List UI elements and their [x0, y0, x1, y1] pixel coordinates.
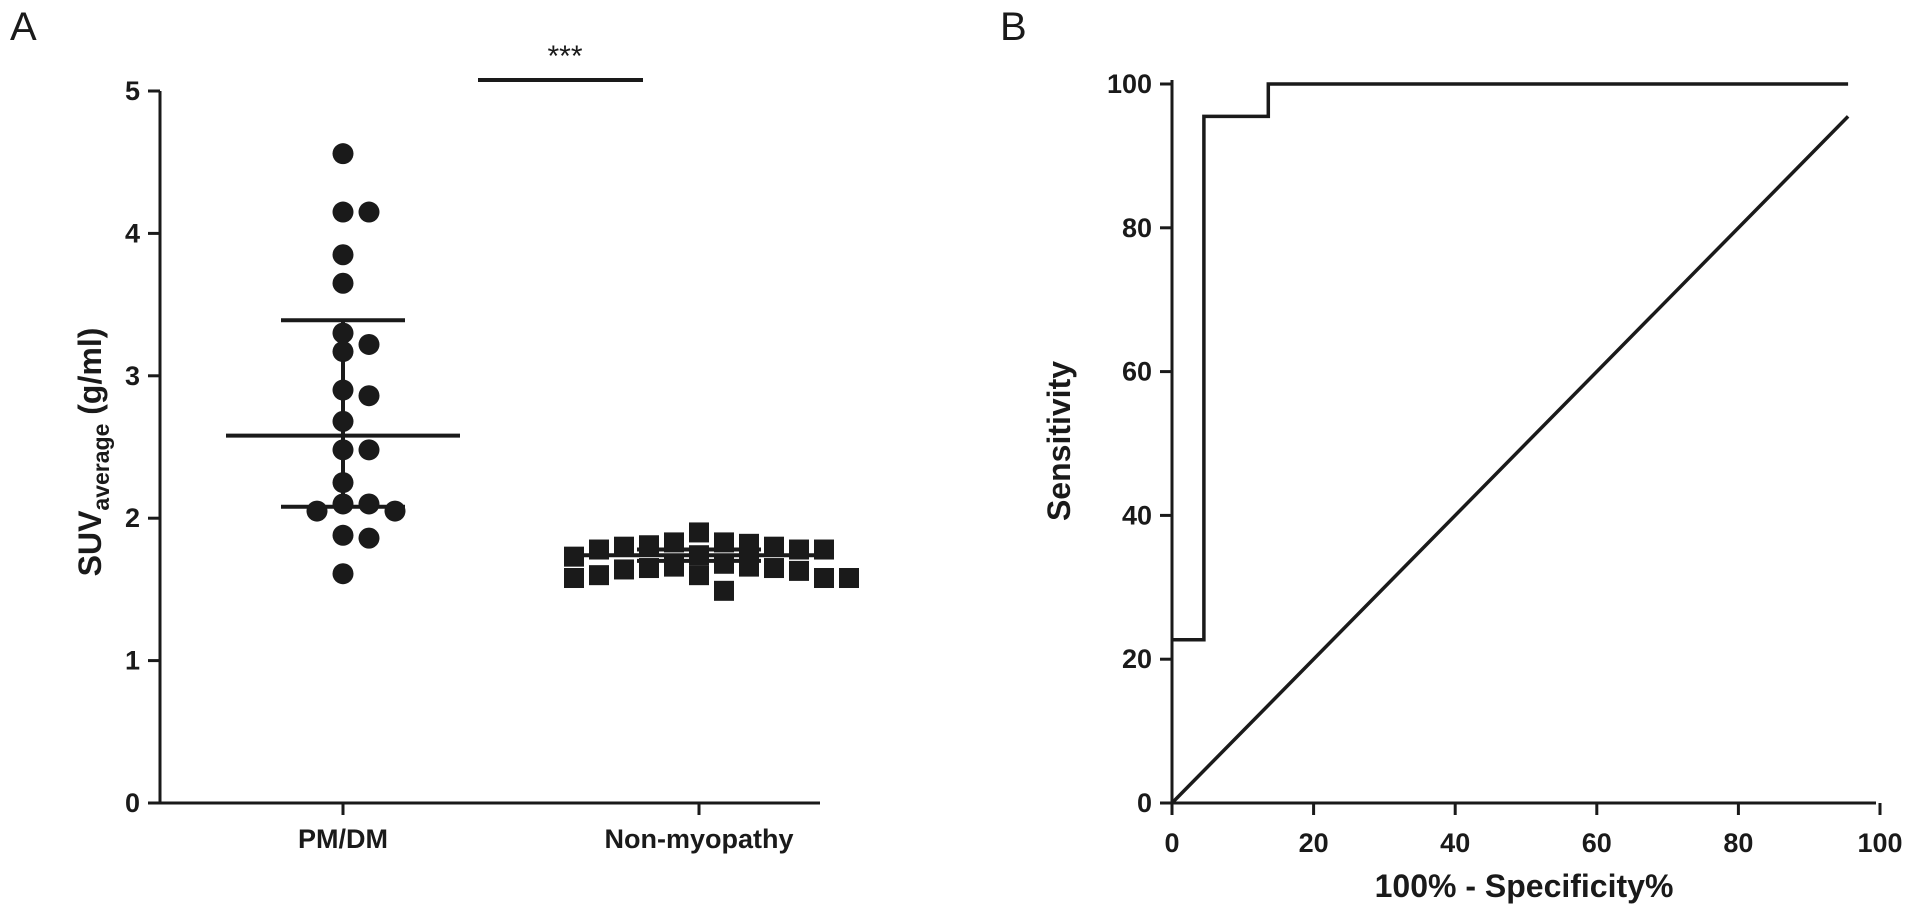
- non-myopathy-data-point: [639, 535, 659, 556]
- panel-b-curves: [1170, 82, 1850, 805]
- pm-dm-data-point: [332, 272, 354, 294]
- non-myopathy-data-point: [689, 545, 709, 566]
- non-myopathy-data-point: [589, 539, 609, 560]
- pm-dm-data-point: [358, 333, 380, 355]
- non-myopathy-data-point: [714, 553, 734, 574]
- panel-b-x-tick-label: 0: [1164, 828, 1179, 858]
- non-myopathy-data-point: [739, 533, 759, 554]
- non-myopathy-data-point: [839, 568, 859, 589]
- panel-a-y-tick-label: 0: [125, 788, 140, 818]
- non-myopathy-data-point: [639, 558, 659, 579]
- non-myopathy-data-point: [789, 560, 809, 581]
- panel-a-stats: [226, 318, 816, 563]
- non-myopathy-data-point: [589, 565, 609, 586]
- pm-dm-data-point: [358, 493, 380, 515]
- panel-b-x-axis-title: 100% - Specificity%: [1375, 868, 1674, 904]
- non-myopathy-data-point: [714, 580, 734, 601]
- significance-label: ***: [547, 40, 582, 73]
- panel-b-y-tick-label: 0: [1137, 788, 1152, 818]
- panel-a: A 0 1 2 3 4 5 PM/DM Non-myopathy SUVaverage (g…: [10, 5, 859, 854]
- panel-a-points: [306, 143, 859, 601]
- pm-dm-data-point: [358, 385, 380, 407]
- non-myopathy-data-point: [789, 539, 809, 560]
- pm-dm-data-point: [384, 500, 406, 522]
- non-myopathy-data-point: [664, 532, 684, 553]
- pm-dm-data-point: [332, 244, 354, 266]
- panel-b-x-tick-label: 40: [1440, 828, 1470, 858]
- panel-b-x-ticks: 0 20 40 60 80 100: [1164, 803, 1903, 858]
- panel-b-x-tick-label: 80: [1723, 828, 1753, 858]
- panel-a-y-ticks: 0 1 2 3 4 5: [125, 76, 160, 818]
- pm-dm-data-point: [332, 341, 354, 363]
- panel-a-category-label: Non-myopathy: [605, 824, 794, 854]
- panel-b-x-tick-label: 20: [1299, 828, 1329, 858]
- y-title-subscript: average: [88, 424, 114, 511]
- non-myopathy-data-point: [689, 522, 709, 543]
- non-myopathy-data-point: [664, 556, 684, 577]
- reference-diagonal-line: [1170, 115, 1850, 805]
- panel-a-category-label: PM/DM: [298, 824, 388, 854]
- panel-a-y-tick-label: 4: [125, 218, 140, 248]
- pm-dm-data-point: [332, 379, 354, 401]
- panel-a-y-axis-title: SUVaverage (g/ml): [72, 328, 114, 577]
- pm-dm-data-point: [332, 201, 354, 223]
- panel-a-y-tick-label: 3: [125, 361, 140, 391]
- pm-dm-data-point: [332, 472, 354, 494]
- pm-dm-data-point: [332, 410, 354, 432]
- pm-dm-data-point: [332, 143, 354, 165]
- pm-dm-data-point: [358, 527, 380, 549]
- non-myopathy-data-point: [814, 568, 834, 589]
- pm-dm-data-point: [306, 500, 328, 522]
- panel-b-x-tick-label: 60: [1582, 828, 1612, 858]
- non-myopathy-data-point: [614, 536, 634, 557]
- panel-b-y-tick-label: 100: [1107, 69, 1152, 99]
- non-myopathy-data-point: [614, 559, 634, 580]
- non-myopathy-data-point: [764, 558, 784, 579]
- panel-b-y-axis-title: Sensitivity: [1041, 361, 1077, 521]
- panel-b-label: B: [1000, 5, 1027, 49]
- non-myopathy-data-point: [689, 565, 709, 586]
- y-title-main: SUV: [72, 510, 108, 576]
- non-myopathy-data-point: [714, 532, 734, 553]
- panel-a-y-tick-label: 1: [125, 646, 140, 676]
- non-myopathy-data-point: [564, 568, 584, 589]
- panel-b-y-tick-label: 80: [1122, 213, 1152, 243]
- non-myopathy-data-point: [739, 556, 759, 577]
- panel-a-y-tick-label: 2: [125, 503, 140, 533]
- pm-dm-data-point: [332, 322, 354, 344]
- y-title-unit: (g/ml): [72, 328, 108, 424]
- roc-curve: [1172, 82, 1849, 642]
- panel-b-y-ticks: 0 20 40 60 80 100: [1107, 69, 1172, 818]
- panel-b-y-tick-label: 20: [1122, 644, 1152, 674]
- pm-dm-data-point: [332, 493, 354, 515]
- panel-a-label: A: [10, 5, 37, 49]
- non-myopathy-data-point: [814, 539, 834, 560]
- panel-b-y-tick-label: 60: [1122, 357, 1152, 387]
- non-myopathy-data-point: [764, 536, 784, 557]
- pm-dm-data-point: [332, 439, 354, 461]
- pm-dm-data-point: [358, 201, 380, 223]
- panel-a-y-tick-label: 5: [125, 76, 140, 106]
- panel-b-y-tick-label: 40: [1122, 500, 1152, 530]
- non-myopathy-data-point: [564, 546, 584, 567]
- panel-a-x-ticks: PM/DM Non-myopathy: [298, 803, 794, 854]
- panel-b-x-tick-label: 100: [1857, 828, 1902, 858]
- pm-dm-data-point: [358, 439, 380, 461]
- pm-dm-data-point: [332, 563, 354, 585]
- pm-dm-data-point: [332, 524, 354, 546]
